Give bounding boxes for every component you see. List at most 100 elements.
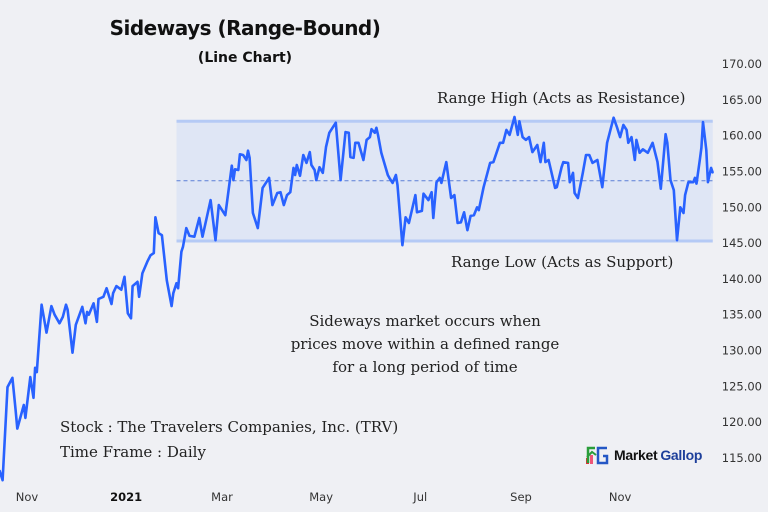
y-tick-label: 145.00 [722, 236, 762, 250]
price-point [149, 254, 152, 257]
price-point [313, 169, 316, 171]
price-point [466, 229, 469, 232]
price-point [161, 234, 163, 237]
price-point [97, 298, 100, 300]
price-point [453, 194, 456, 196]
y-tick-label: 120.00 [722, 415, 762, 429]
price-point [606, 142, 608, 144]
price-point [295, 164, 298, 166]
price-point [157, 232, 160, 234]
price-point [11, 376, 14, 379]
price-point [349, 156, 352, 158]
price-point [508, 134, 511, 136]
price-point [261, 187, 264, 189]
price-point [404, 216, 407, 219]
price-point [560, 166, 563, 168]
chart-subtitle: (Line Chart) [197, 50, 293, 66]
price-point [365, 139, 368, 141]
price-point [489, 162, 491, 164]
price-point [679, 206, 682, 209]
price-point [58, 322, 61, 325]
price-point [96, 321, 98, 323]
x-tick-label: 2021 [110, 490, 142, 504]
note-line: Sideways market occurs when [309, 312, 541, 330]
price-point [22, 404, 25, 406]
price-point [440, 182, 443, 184]
price-point [276, 192, 279, 194]
price-point [562, 161, 565, 163]
price-point [279, 191, 282, 194]
price-point [430, 191, 433, 194]
y-tick-label: 125.00 [722, 379, 762, 393]
price-point [331, 126, 334, 129]
price-point [373, 131, 376, 134]
price-point [234, 168, 236, 171]
price-point [74, 323, 77, 326]
price-point [87, 313, 90, 316]
price-point [476, 206, 478, 209]
x-tick-label: Nov [609, 490, 632, 504]
price-point [380, 152, 383, 154]
price-point [123, 275, 126, 278]
price-point [334, 121, 337, 124]
price-point [50, 305, 53, 307]
price-point [518, 120, 521, 123]
price-point [369, 136, 371, 138]
price-point [612, 116, 615, 119]
price-point [268, 177, 270, 179]
price-point [141, 272, 144, 274]
price-point [286, 194, 288, 196]
price-point [682, 212, 685, 214]
price-point [502, 142, 504, 144]
price-point [177, 287, 179, 290]
price-point [308, 151, 311, 153]
price-point [252, 212, 254, 214]
brand-word-1: Market [614, 447, 658, 463]
price-point [651, 142, 654, 144]
price-point [66, 308, 69, 311]
price-point [81, 306, 84, 308]
timeframe-label: Time Frame : Daily [60, 443, 206, 461]
price-point [695, 182, 698, 185]
price-point [185, 227, 188, 229]
price-point [622, 124, 625, 126]
price-point [34, 366, 36, 369]
price-point [585, 154, 587, 156]
price-point [642, 148, 644, 151]
price-point [230, 164, 233, 167]
price-point [170, 305, 173, 307]
price-point [477, 209, 480, 211]
price-point [289, 191, 292, 194]
price-point [469, 215, 472, 217]
price-point [521, 136, 524, 138]
price-point [53, 313, 56, 316]
price-point [672, 189, 675, 191]
x-tick-label: Jul [412, 490, 427, 504]
price-point [616, 126, 618, 128]
price-point [386, 174, 389, 176]
price-point [625, 129, 628, 131]
price-point [115, 285, 118, 287]
price-point [24, 417, 27, 419]
price-point [40, 303, 43, 306]
price-point [175, 282, 178, 285]
price-point [339, 179, 342, 181]
price-point [635, 139, 638, 141]
price-point [188, 235, 191, 237]
price-point [567, 162, 569, 164]
x-tick-label: May [309, 490, 333, 504]
price-point [130, 317, 132, 320]
price-point [388, 177, 391, 179]
price-point [180, 250, 183, 253]
price-point [315, 179, 318, 181]
price-point [669, 179, 672, 181]
price-point [627, 142, 630, 144]
price-point [445, 161, 448, 163]
price-point [271, 204, 274, 206]
price-point [572, 172, 574, 174]
price-point [698, 159, 701, 161]
price-point [1, 479, 4, 482]
price-point [354, 142, 357, 144]
price-point [438, 177, 441, 179]
